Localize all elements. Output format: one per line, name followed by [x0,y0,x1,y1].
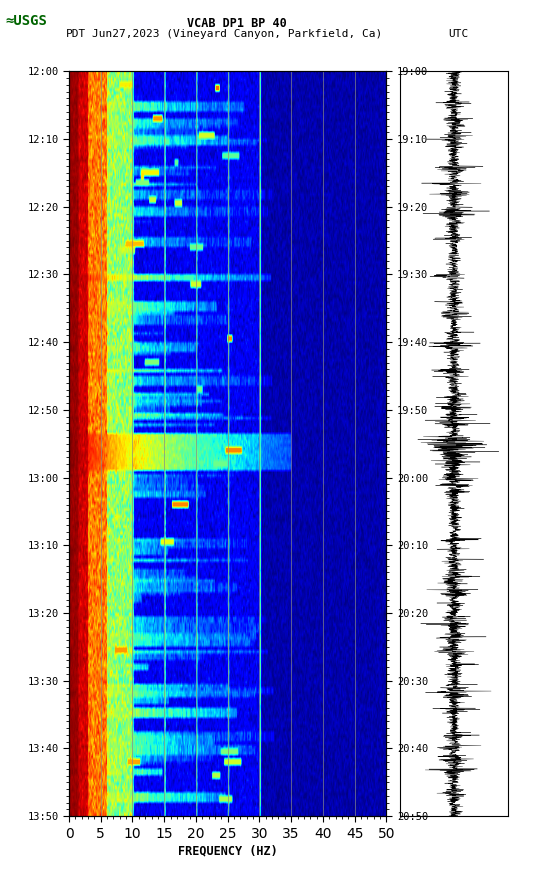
Text: VCAB DP1 BP 40: VCAB DP1 BP 40 [188,17,287,30]
X-axis label: FREQUENCY (HZ): FREQUENCY (HZ) [178,845,278,858]
Text: ≈USGS: ≈USGS [6,13,47,28]
Text: Jun27,2023 (Vineyard Canyon, Parkfield, Ca): Jun27,2023 (Vineyard Canyon, Parkfield, … [92,29,383,39]
Text: PDT: PDT [66,29,87,39]
Text: UTC: UTC [448,29,468,39]
